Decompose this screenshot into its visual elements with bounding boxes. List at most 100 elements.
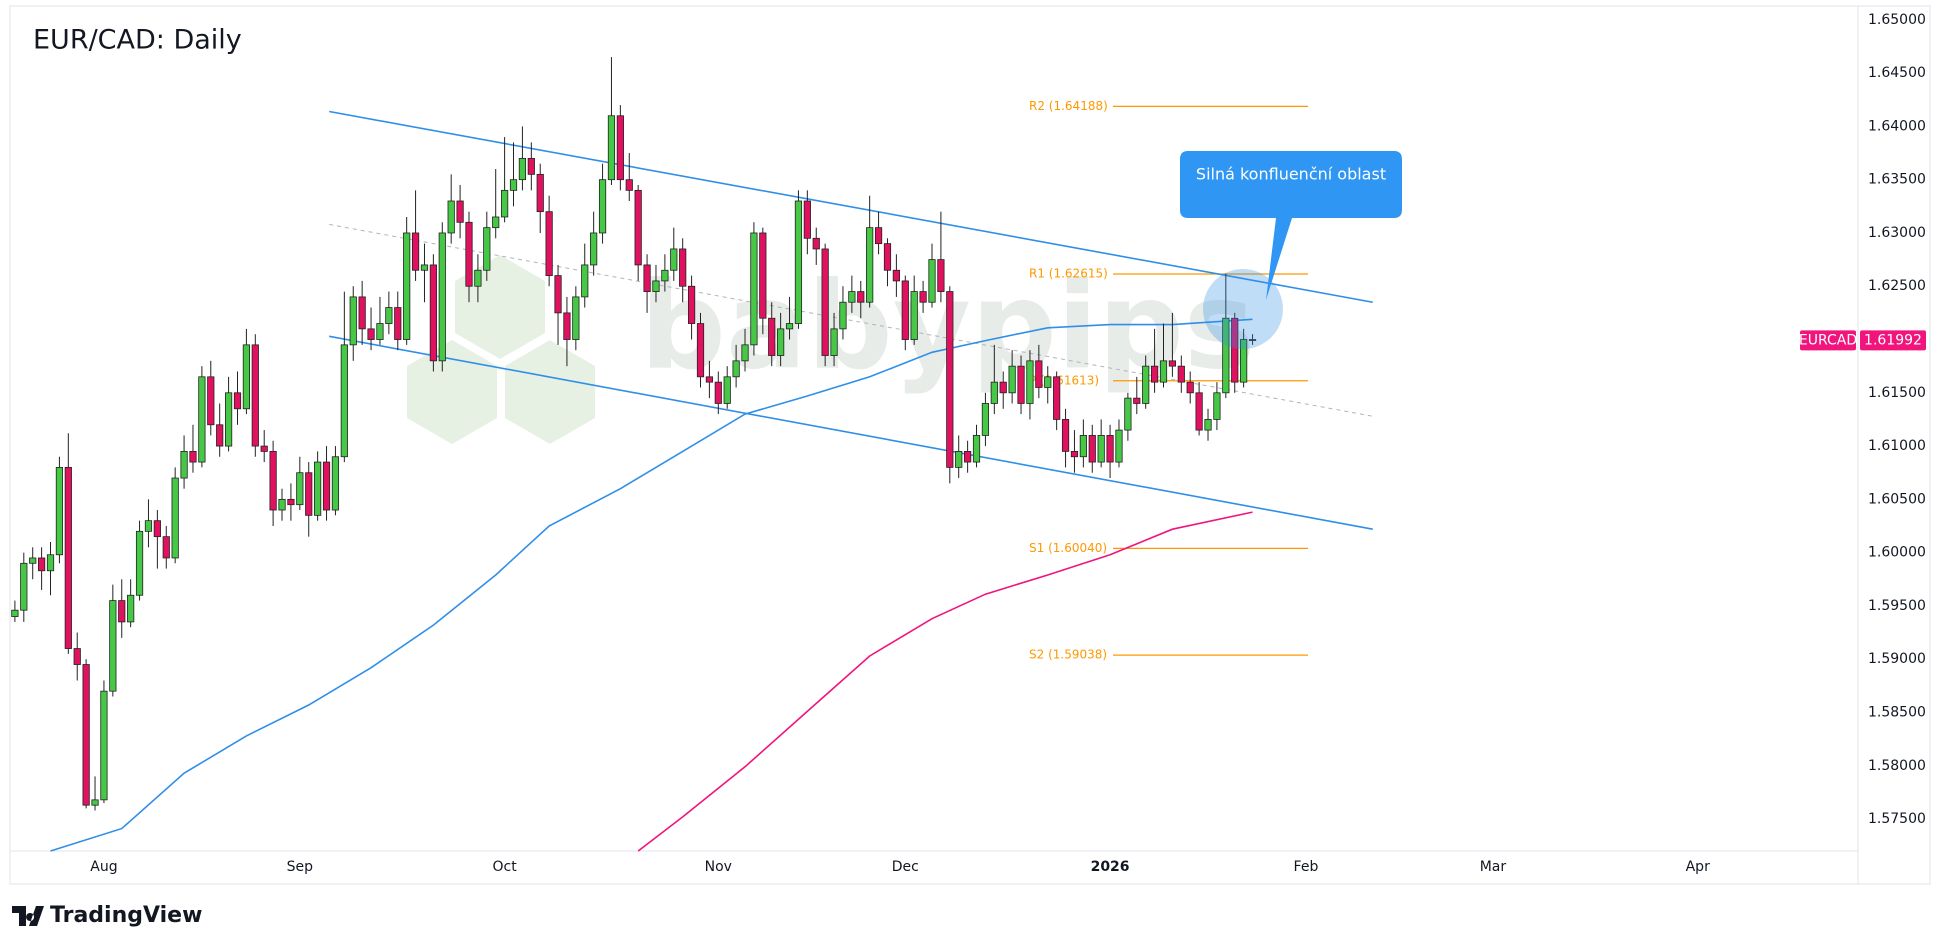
- x-tick-label: Feb: [1294, 859, 1319, 875]
- candle-body: [1177, 365, 1185, 383]
- trendline: [329, 335, 1373, 530]
- candle-body: [999, 381, 1007, 394]
- candle-body: [972, 435, 981, 463]
- trendline: [329, 110, 1373, 304]
- symbol-badge: [1800, 330, 1856, 351]
- candle-body: [260, 445, 268, 452]
- tradingview-logo: TradingView: [12, 903, 202, 928]
- candle-body: [1248, 339, 1257, 341]
- candle-body: [314, 461, 322, 516]
- candle-body: [135, 530, 144, 596]
- candle-body: [367, 328, 375, 340]
- candle-body: [251, 344, 259, 447]
- candle-body: [109, 600, 117, 692]
- candle-body: [269, 451, 277, 511]
- candle-body: [874, 227, 883, 245]
- candle-body: [714, 381, 722, 404]
- candle-body: [349, 296, 357, 346]
- candle-body: [581, 264, 589, 298]
- candle-body: [598, 179, 607, 234]
- candle-body: [1097, 435, 1105, 463]
- x-tick-label: Mar: [1480, 859, 1507, 875]
- candle-body: [127, 594, 135, 623]
- candle-body: [928, 259, 936, 303]
- candle-body: [411, 232, 420, 271]
- highlight-circle: [1203, 269, 1283, 349]
- candle-body: [518, 157, 527, 181]
- y-tick-label: 1.62500: [1868, 278, 1926, 294]
- candle-body: [1222, 317, 1230, 394]
- candle-body: [1035, 360, 1043, 388]
- y-tick-label: 1.65000: [1868, 12, 1926, 28]
- candle-body: [216, 424, 224, 447]
- y-tick-label: 1.60000: [1868, 545, 1926, 561]
- candle-body: [1159, 360, 1168, 383]
- logo-mark: [12, 906, 44, 926]
- candle-body: [821, 248, 829, 356]
- candle-body: [590, 232, 598, 266]
- candle-body: [937, 259, 945, 292]
- candle-body: [563, 312, 571, 340]
- chart-frame: [9, 5, 1931, 885]
- candle-body: [1044, 376, 1052, 388]
- candle-body: [732, 360, 740, 378]
- y-tick-label: 1.59500: [1868, 598, 1926, 614]
- candle-body: [73, 648, 81, 665]
- candle-body: [634, 189, 642, 266]
- candle-body: [1008, 365, 1016, 394]
- chart-title: EUR/CAD: Daily: [33, 25, 242, 56]
- candle-body: [447, 200, 455, 234]
- x-tick-label: Aug: [90, 859, 117, 875]
- candle-body: [224, 392, 233, 447]
- candle-body: [403, 232, 411, 340]
- candle-body: [340, 344, 348, 458]
- candle-body: [777, 328, 785, 356]
- candle-body: [492, 216, 500, 229]
- candle-body: [990, 381, 998, 404]
- pivot-label: R2 (1.64188): [1029, 99, 1108, 113]
- candle-body: [839, 301, 847, 330]
- candle-body: [1026, 360, 1034, 404]
- watermark-hex: [407, 340, 497, 444]
- candle-body: [643, 264, 651, 292]
- candle-body: [1079, 435, 1087, 458]
- candle-body: [910, 291, 918, 340]
- candle-body: [687, 285, 696, 324]
- candle-body: [46, 554, 55, 572]
- candle-body: [1213, 392, 1221, 420]
- candle-body: [812, 237, 820, 250]
- x-tick-label: Sep: [287, 859, 314, 875]
- candle-body: [1186, 381, 1194, 394]
- candle-body: [527, 157, 535, 175]
- candle-body: [394, 307, 402, 340]
- candle-body: [723, 376, 731, 404]
- pivot-label: S1 (1.60040): [1029, 541, 1107, 555]
- candle-body: [376, 323, 384, 340]
- candle-body: [483, 227, 491, 271]
- callout-box: [1180, 151, 1402, 300]
- candle-body: [144, 520, 153, 532]
- candle-body: [38, 557, 46, 572]
- y-tick-label: 1.61500: [1868, 385, 1926, 401]
- candle-body: [429, 264, 437, 362]
- candle-body: [536, 173, 544, 213]
- y-tick-label: 1.64000: [1868, 118, 1926, 134]
- candle-body: [696, 323, 705, 378]
- candle-body: [296, 472, 304, 506]
- y-tick-label: 1.58000: [1868, 758, 1926, 774]
- pivot-label: R1 (1.62615): [1029, 266, 1108, 280]
- x-tick-label: Oct: [493, 859, 518, 875]
- callout-text: Silná konfluenční oblast: [1196, 165, 1386, 184]
- candle-body: [545, 211, 553, 276]
- candle-body: [385, 307, 393, 324]
- candles-layer: [11, 57, 1257, 811]
- candle-body: [55, 466, 64, 556]
- candle-body: [1231, 317, 1239, 383]
- candle-body: [420, 264, 429, 271]
- candle-body: [64, 466, 72, 649]
- candle-body: [919, 291, 927, 303]
- candle-body: [981, 403, 990, 436]
- candle-body: [803, 200, 811, 239]
- candle-body: [20, 562, 28, 611]
